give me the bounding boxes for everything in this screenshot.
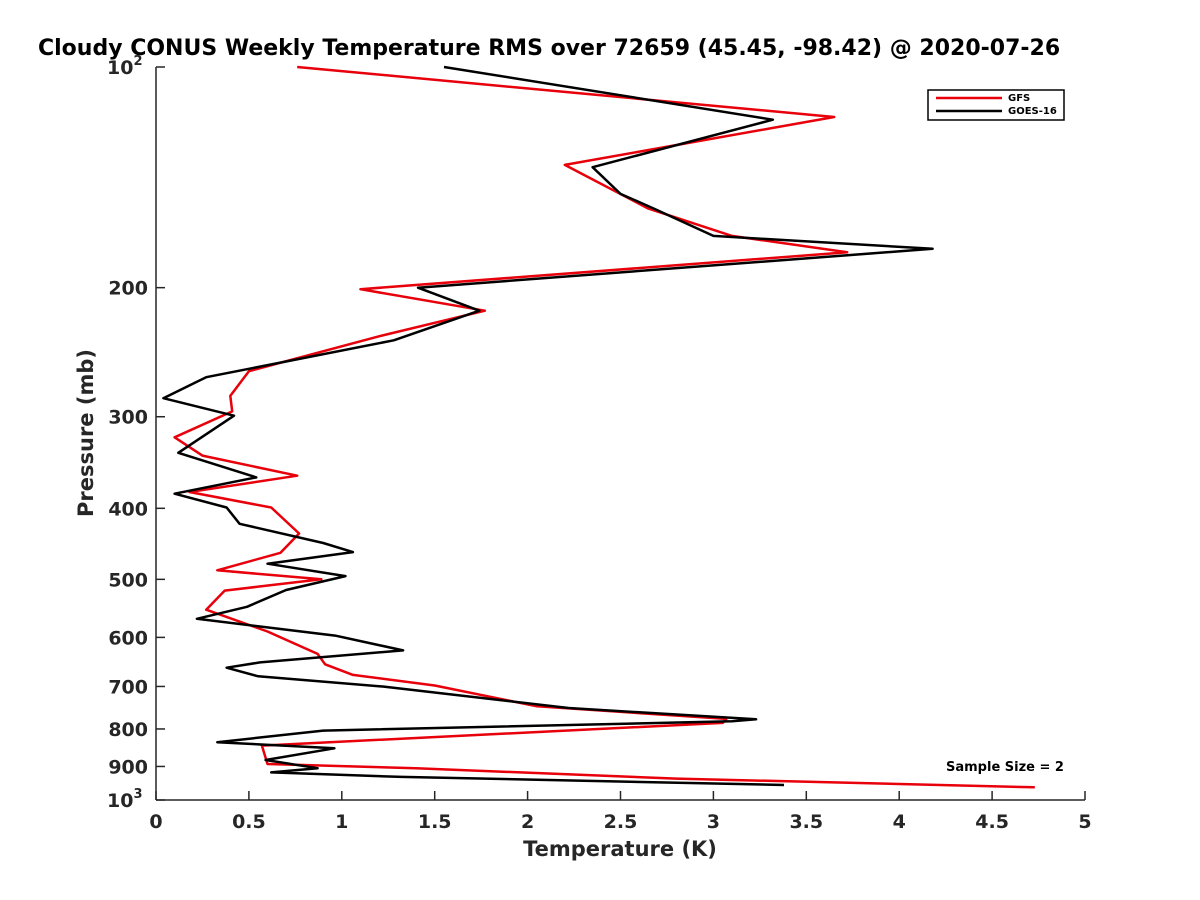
x-tick-label: 0.5: [232, 811, 266, 833]
x-tick-label: 2.5: [604, 811, 638, 833]
x-tick-label: 3.5: [789, 811, 823, 833]
legend: GFS GOES-16: [927, 89, 1065, 121]
y-tick-label: 400: [108, 498, 148, 520]
series-line-goes16: [162, 65, 934, 787]
x-tick-label: 4: [893, 811, 906, 833]
x-tick-label: 3: [707, 811, 720, 833]
y-tick-label: 103: [107, 787, 143, 812]
y-tick-label: 102: [107, 54, 143, 79]
y-tick-label: 200: [108, 278, 148, 300]
y-tick-label: 300: [108, 407, 148, 429]
x-tick-label: 1: [335, 811, 348, 833]
x-axis-label: Temperature (K): [523, 837, 717, 861]
series-line-gfs: [173, 65, 1035, 789]
y-tick-label: 800: [108, 719, 148, 741]
chart-title: Cloudy CONUS Weekly Temperature RMS over…: [38, 36, 1060, 61]
x-ticks: 0 0.5 1 1.5 2 2.5 3 3.5 4 4.5 5: [149, 791, 1092, 833]
legend-box: [927, 89, 1065, 121]
series-layer: [162, 65, 1035, 789]
x-tick-label: 1.5: [418, 811, 452, 833]
y-tick-label: 700: [108, 676, 148, 698]
y-ticks: 102 200 300 400 500 600 700 800 900 103: [107, 54, 165, 812]
x-tick-label: 2: [521, 811, 534, 833]
x-tick-label: 4.5: [975, 811, 1009, 833]
y-axis-label: Pressure (mb): [74, 349, 98, 517]
x-tick-label: 5: [1078, 811, 1091, 833]
y-tick-label: 500: [108, 569, 148, 591]
plot-area: [155, 67, 1085, 801]
y-tick-label: 900: [108, 756, 148, 778]
y-tick-label: 600: [108, 627, 148, 649]
x-tick-label: 0: [149, 811, 162, 833]
sample-size-annotation: Sample Size = 2: [946, 760, 1064, 775]
legend-label-goes16: GOES-16: [1008, 106, 1057, 117]
legend-label-gfs: GFS: [1008, 93, 1030, 104]
